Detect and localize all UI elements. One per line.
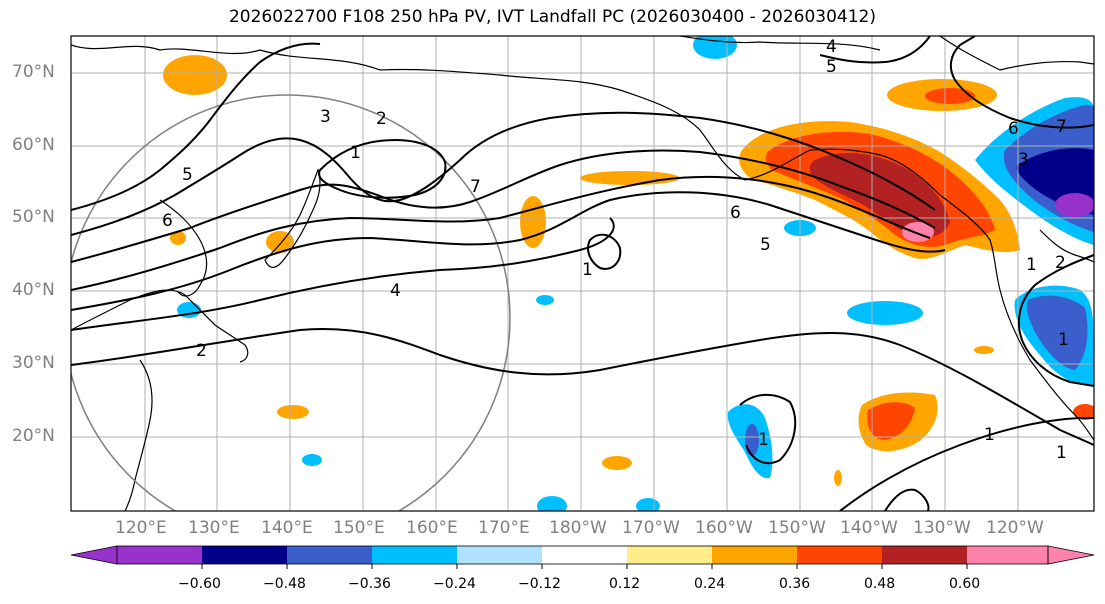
positive-anomaly-alaska-core [925, 88, 975, 104]
colorbar-seg [372, 546, 457, 564]
lon-label: 170°W [622, 518, 680, 538]
contour-label: 3 [1018, 150, 1029, 170]
negative-anomaly-arctic-a [693, 36, 737, 59]
lon-label: 140°E [261, 518, 313, 538]
colorbar-seg [967, 546, 1048, 564]
contour-label: 7 [1056, 117, 1067, 137]
lat-label: 50°N [12, 207, 55, 227]
contour-label: 6 [1008, 119, 1019, 139]
lon-label: 130°W [913, 518, 971, 538]
colorbar-seg [627, 546, 712, 564]
contour-label: 3 [320, 107, 331, 127]
lon-label: 160°E [406, 518, 458, 538]
contour-label: 2 [1055, 253, 1066, 273]
colorbar-seg [882, 546, 967, 564]
colorbar-tick-label: −0.12 [518, 576, 561, 592]
contour-labels: 4 5 3 2 1 7 5 6 6 5 1 4 2 1 1 1 1 2 6 7 … [162, 37, 1069, 463]
contour-label: 1 [758, 430, 769, 450]
shaded-negative-anomalies [177, 36, 1094, 511]
lon-label: 150°W [768, 518, 826, 538]
lon-label: 170°E [478, 518, 530, 538]
contour-label: 1 [1026, 255, 1037, 275]
map-title: 2026022700 F108 250 hPa PV, IVT Landfall… [228, 7, 876, 27]
contour-label: 1 [582, 260, 593, 280]
colorbar-seg [287, 546, 372, 564]
positive-anomaly-hawaii-a [974, 346, 994, 354]
shaded-positive-anomalies [163, 55, 1094, 486]
negative-anomaly-small-c [536, 295, 554, 305]
contour-label: 4 [390, 281, 401, 301]
lon-label: 120°E [115, 518, 167, 538]
lon-label: 180°W [549, 518, 607, 538]
negative-anomaly-subtropic-core [745, 424, 759, 456]
colorbar-tick-label: 0.12 [609, 576, 641, 592]
colorbar-outline [116, 545, 1049, 565]
graticule [71, 36, 1094, 511]
contour-label: 5 [760, 235, 771, 255]
contour-label: 1 [1058, 330, 1069, 350]
positive-anomaly-hawaii-b [834, 470, 842, 486]
colorbar-seg [202, 546, 287, 564]
lon-label: 140°W [840, 518, 898, 538]
lat-label: 30°N [12, 353, 55, 373]
positive-anomaly-small-b [277, 405, 309, 419]
negative-anomaly-small-d [537, 496, 567, 511]
positive-anomaly-pacific-a [520, 196, 546, 248]
colorbar-tick-label: 0.60 [949, 576, 981, 592]
reference-circle [71, 94, 511, 511]
colorbar-tick-label: 0.48 [864, 576, 896, 592]
lat-label: 20°N [12, 426, 55, 446]
contour-label: 6 [730, 203, 741, 223]
contour-label: 7 [470, 177, 481, 197]
negative-anomaly-pnw-peak [1055, 193, 1094, 217]
colorbar-extend-high [1047, 545, 1095, 565]
contour-label: 4 [826, 37, 837, 57]
plot-frame [70, 35, 1095, 512]
contour-label: 5 [182, 165, 193, 185]
contour-label: 6 [162, 211, 173, 231]
lon-label: 130°E [188, 518, 240, 538]
positive-anomaly-small-a [170, 231, 186, 245]
negative-anomaly-east-pacific [847, 301, 923, 325]
colorbar [70, 545, 1095, 569]
contour-label: 2 [376, 109, 387, 129]
colorbar-tick-label: 0.36 [779, 576, 811, 592]
colorbar-tick-label: 0.24 [694, 576, 726, 592]
colorbar-tick-label: −0.48 [263, 576, 306, 592]
contour-label: 5 [826, 57, 837, 77]
lat-label: 60°N [12, 135, 55, 155]
positive-anomaly-small-c [602, 456, 632, 470]
lon-label: 150°E [333, 518, 385, 538]
lon-label: 120°W [986, 518, 1044, 538]
contour-label: 1 [1056, 443, 1067, 463]
colorbar-seg [542, 546, 627, 564]
positive-anomaly-baja [1073, 404, 1094, 420]
contour-label: 2 [196, 341, 207, 361]
positive-anomaly-siberia [163, 55, 227, 95]
pv-contours [71, 36, 1094, 511]
colorbar-seg [797, 546, 882, 564]
colorbar-tick-label: −0.36 [348, 576, 391, 592]
colorbar-tick-label: −0.60 [178, 576, 221, 592]
contour-label: 1 [350, 143, 361, 163]
contour-label: 1 [984, 425, 995, 445]
positive-anomaly-bering [580, 171, 680, 185]
colorbar-extend-low [70, 545, 118, 565]
lat-label: 40°N [12, 280, 55, 300]
negative-anomaly-small-b [302, 454, 322, 466]
positive-anomaly-subtropic-core [867, 402, 915, 440]
colorbar-tick-label: −0.24 [433, 576, 476, 592]
colorbar-seg [117, 546, 202, 564]
colorbar-seg [712, 546, 797, 564]
lon-label: 160°W [695, 518, 753, 538]
negative-anomaly-california-core [1026, 295, 1088, 370]
colorbar-seg [457, 546, 542, 564]
lat-label: 70°N [12, 62, 55, 82]
